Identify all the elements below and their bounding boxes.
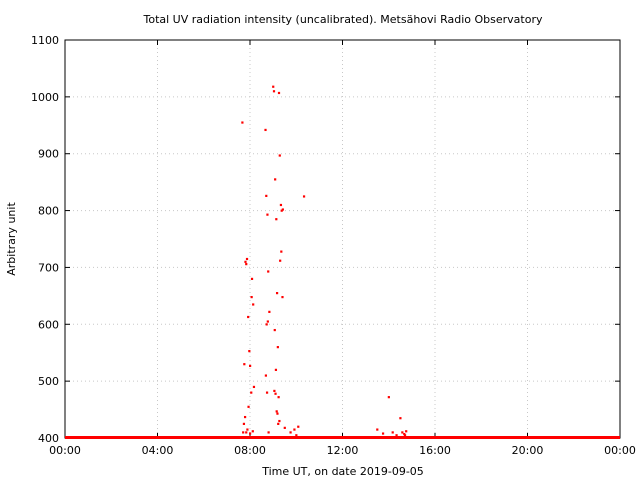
x-tick-label: 00:00 xyxy=(49,444,81,457)
data-point xyxy=(391,431,394,434)
data-point xyxy=(289,431,292,434)
data-point xyxy=(276,412,279,415)
data-point xyxy=(277,91,281,95)
x-tick-labels: 00:00 04:00 08:00 12:00 16:00 20:00 00:00 xyxy=(49,444,636,457)
x-tick-label: 16:00 xyxy=(419,444,451,457)
data-point xyxy=(281,208,284,211)
data-point xyxy=(283,426,286,429)
data-point xyxy=(272,90,276,93)
data-point xyxy=(279,259,282,262)
data-point xyxy=(250,391,253,394)
data-point xyxy=(403,433,406,436)
grid-lines xyxy=(65,40,620,438)
data-point xyxy=(275,218,278,221)
data-point xyxy=(266,213,269,216)
y-axis-label: Arbitrary unit xyxy=(5,202,18,276)
y-tick-label: 700 xyxy=(38,261,59,274)
data-point xyxy=(242,431,245,434)
data-point xyxy=(265,391,269,394)
baseline-points xyxy=(65,436,620,439)
x-tick-label: 04:00 xyxy=(142,444,174,457)
data-point xyxy=(265,323,268,326)
data-point xyxy=(252,385,256,389)
baseline-series xyxy=(65,436,620,439)
data-points xyxy=(241,85,408,437)
data-point xyxy=(295,434,298,437)
data-point xyxy=(293,428,296,431)
data-point xyxy=(245,263,248,266)
data-point xyxy=(243,363,246,366)
data-point xyxy=(252,303,255,306)
data-point xyxy=(267,270,270,273)
data-point xyxy=(246,428,249,431)
chart-title: Total UV radiation intensity (uncalibrat… xyxy=(143,13,543,26)
data-point xyxy=(267,431,270,434)
data-point xyxy=(264,128,267,132)
data-point xyxy=(266,320,269,323)
data-point xyxy=(387,396,390,399)
data-point xyxy=(250,277,254,280)
data-point xyxy=(275,292,279,295)
data-point xyxy=(264,374,268,377)
data-point xyxy=(249,432,252,435)
data-point xyxy=(247,405,250,408)
data-point xyxy=(245,431,248,434)
data-point xyxy=(376,428,379,431)
data-point xyxy=(245,257,249,261)
data-point xyxy=(250,295,253,299)
x-tick-label: 20:00 xyxy=(512,444,544,457)
x-axis-label: Time UT, on date 2019-09-05 xyxy=(261,465,424,478)
y-tick-label: 1100 xyxy=(31,34,59,47)
data-point xyxy=(277,422,280,425)
y-tick-labels: 400 500 600 700 800 900 1000 1100 xyxy=(31,34,59,445)
y-tick-label: 600 xyxy=(38,318,59,331)
x-tick-label: 00:00 xyxy=(604,444,636,457)
axis-ticks xyxy=(64,39,621,439)
data-point xyxy=(248,350,251,353)
data-point xyxy=(403,434,407,437)
x-tick-label: 12:00 xyxy=(327,444,359,457)
data-point xyxy=(399,417,402,420)
data-point xyxy=(278,154,281,157)
x-tick-label: 08:00 xyxy=(234,444,266,457)
data-point xyxy=(268,310,271,313)
data-point xyxy=(381,432,385,435)
data-point xyxy=(280,209,283,212)
data-point xyxy=(274,392,277,395)
data-point xyxy=(244,260,247,263)
data-point xyxy=(278,419,281,423)
data-point xyxy=(243,415,247,419)
data-point xyxy=(297,425,300,428)
data-point xyxy=(395,434,398,437)
y-tick-label: 400 xyxy=(38,432,59,445)
data-point xyxy=(247,315,250,319)
data-point xyxy=(280,250,283,253)
plot-area-frame xyxy=(64,39,621,439)
data-point xyxy=(273,328,276,332)
data-point xyxy=(241,121,244,124)
data-point xyxy=(274,368,278,371)
data-point xyxy=(272,85,275,88)
data-point xyxy=(242,422,246,425)
data-point xyxy=(251,430,254,433)
data-point xyxy=(249,364,252,367)
data-point xyxy=(279,203,283,207)
data-point xyxy=(273,389,276,393)
data-point xyxy=(405,430,408,433)
data-point xyxy=(302,195,306,198)
y-tick-label: 500 xyxy=(38,375,59,388)
data-point xyxy=(277,396,280,399)
data-point xyxy=(274,178,277,181)
y-tick-label: 900 xyxy=(38,148,59,161)
data-point xyxy=(265,194,268,197)
data-point xyxy=(281,295,284,299)
data-point xyxy=(401,431,404,434)
data-point xyxy=(275,410,278,413)
y-tick-label: 800 xyxy=(38,205,59,218)
y-tick-label: 1000 xyxy=(31,91,59,104)
data-point xyxy=(276,346,279,349)
